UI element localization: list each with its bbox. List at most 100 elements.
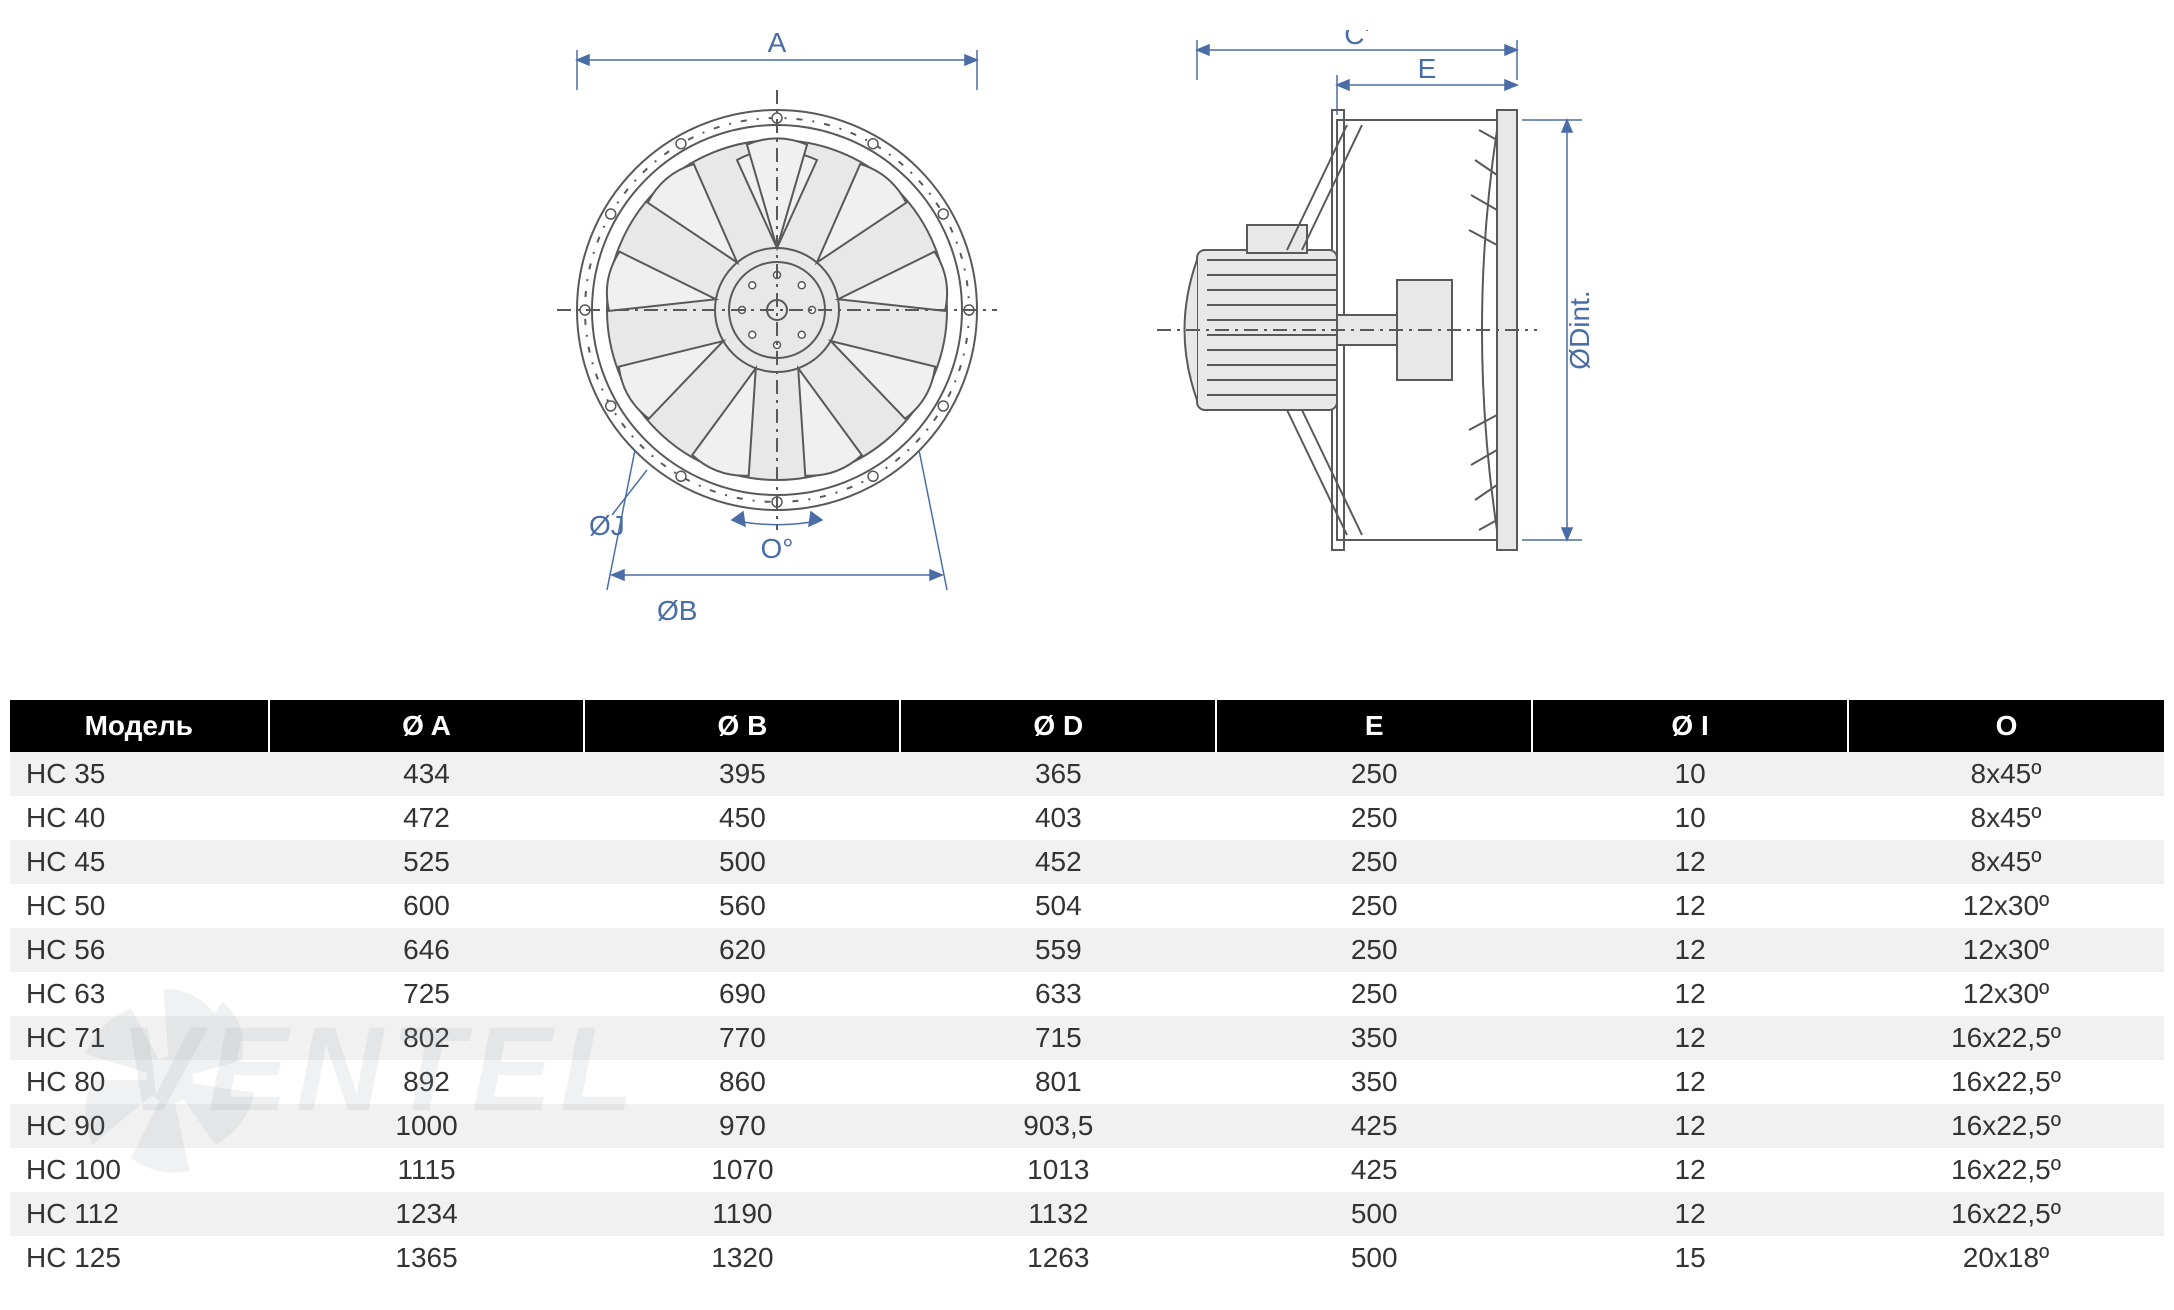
table-row: HC 1001115107010134251216x22,5º [10, 1148, 2164, 1192]
table-cell: 12 [1532, 1192, 1848, 1236]
table-header-row: Модель Ø A Ø B Ø D E Ø I O [10, 700, 2164, 752]
table-row: HC 1251365132012635001520x18º [10, 1236, 2164, 1280]
table-cell: 504 [900, 884, 1216, 928]
table-cell: 12 [1532, 884, 1848, 928]
table-row: HC 35434395365250108x45º [10, 752, 2164, 796]
table-cell: HC 112 [10, 1192, 269, 1236]
table-cell: 350 [1216, 1060, 1532, 1104]
dim-label-c: C' [1344, 30, 1370, 50]
col-header-i: Ø I [1532, 700, 1848, 752]
dim-label-a: A [768, 30, 787, 58]
table-cell: 403 [900, 796, 1216, 840]
dimensions-table: Модель Ø A Ø B Ø D E Ø I O HC 3543439536… [10, 700, 2164, 1280]
dim-label-e: E [1418, 53, 1437, 84]
table-cell: HC 63 [10, 972, 269, 1016]
table-cell: 500 [584, 840, 900, 884]
table-cell: 715 [900, 1016, 1216, 1060]
table-row: HC 901000970903,54251216x22,5º [10, 1104, 2164, 1148]
diagram-side-view: C' E [1137, 30, 1657, 550]
table-cell: 500 [1216, 1236, 1532, 1280]
table-cell: 16x22,5º [1848, 1060, 2164, 1104]
table-cell: 1263 [900, 1236, 1216, 1280]
table-cell: 1320 [584, 1236, 900, 1280]
dim-label-b: ØB [657, 595, 697, 626]
table-cell: 903,5 [900, 1104, 1216, 1148]
table-cell: 365 [900, 752, 1216, 796]
col-header-d: Ø D [900, 700, 1216, 752]
table-cell: 395 [584, 752, 900, 796]
table-cell: 12x30º [1848, 884, 2164, 928]
table-cell: 16x22,5º [1848, 1016, 2164, 1060]
dim-label-o: O° [761, 533, 794, 564]
table-row: HC 45525500452250128x45º [10, 840, 2164, 884]
table-cell: 770 [584, 1016, 900, 1060]
table-cell: 970 [584, 1104, 900, 1148]
table-row: HC 566466205592501212x30º [10, 928, 2164, 972]
table-cell: 10 [1532, 796, 1848, 840]
col-header-b: Ø B [584, 700, 900, 752]
table-cell: 250 [1216, 884, 1532, 928]
table-cell: 250 [1216, 752, 1532, 796]
table-cell: 646 [269, 928, 585, 972]
table-cell: 500 [1216, 1192, 1532, 1236]
table-cell: 15 [1532, 1236, 1848, 1280]
table-cell: HC 45 [10, 840, 269, 884]
table-cell: 1132 [900, 1192, 1216, 1236]
table-cell: 1000 [269, 1104, 585, 1148]
table-cell: 16x22,5º [1848, 1148, 2164, 1192]
table-cell: HC 56 [10, 928, 269, 972]
col-header-o: O [1848, 700, 2164, 752]
table-cell: 1115 [269, 1148, 585, 1192]
table-cell: 1234 [269, 1192, 585, 1236]
table-cell: 8x45º [1848, 752, 2164, 796]
table-cell: HC 80 [10, 1060, 269, 1104]
table-cell: 1013 [900, 1148, 1216, 1192]
table-row: HC 1121234119011325001216x22,5º [10, 1192, 2164, 1236]
table-cell: 860 [584, 1060, 900, 1104]
table-cell: 525 [269, 840, 585, 884]
table-row: HC 808928608013501216x22,5º [10, 1060, 2164, 1104]
table-cell: 802 [269, 1016, 585, 1060]
table-row: HC 506005605042501212x30º [10, 884, 2164, 928]
table-cell: HC 35 [10, 752, 269, 796]
table-cell: 425 [1216, 1104, 1532, 1148]
table-cell: 620 [584, 928, 900, 972]
dim-label-dint: ØDint. [1564, 290, 1595, 369]
diagram-front-view: A [517, 30, 1037, 650]
table-cell: 12 [1532, 840, 1848, 884]
table-row: HC 637256906332501212x30º [10, 972, 2164, 1016]
table-cell: HC 71 [10, 1016, 269, 1060]
table-cell: 8x45º [1848, 840, 2164, 884]
table-cell: 12 [1532, 1104, 1848, 1148]
table-cell: 690 [584, 972, 900, 1016]
table-cell: 12 [1532, 1148, 1848, 1192]
table-cell: 472 [269, 796, 585, 840]
table-cell: 8x45º [1848, 796, 2164, 840]
table-cell: 250 [1216, 972, 1532, 1016]
table-cell: 452 [900, 840, 1216, 884]
table-cell: HC 100 [10, 1148, 269, 1192]
dimensions-table-wrapper: Модель Ø A Ø B Ø D E Ø I O HC 3543439536… [0, 700, 2174, 1280]
table-cell: 559 [900, 928, 1216, 972]
table-cell: 450 [584, 796, 900, 840]
table-cell: 12x30º [1848, 972, 2164, 1016]
diagram-container: A [0, 0, 2174, 700]
table-cell: 425 [1216, 1148, 1532, 1192]
table-cell: 1190 [584, 1192, 900, 1236]
table-cell: 350 [1216, 1016, 1532, 1060]
table-cell: 1365 [269, 1236, 585, 1280]
table-cell: 801 [900, 1060, 1216, 1104]
table-cell: 725 [269, 972, 585, 1016]
table-cell: 560 [584, 884, 900, 928]
table-row: HC 718027707153501216x22,5º [10, 1016, 2164, 1060]
table-cell: 16x22,5º [1848, 1104, 2164, 1148]
table-cell: HC 125 [10, 1236, 269, 1280]
table-cell: 250 [1216, 840, 1532, 884]
table-cell: HC 90 [10, 1104, 269, 1148]
col-header-e: E [1216, 700, 1532, 752]
table-cell: 12 [1532, 1060, 1848, 1104]
table-cell: 250 [1216, 796, 1532, 840]
table-cell: 10 [1532, 752, 1848, 796]
table-cell: 600 [269, 884, 585, 928]
table-cell: 633 [900, 972, 1216, 1016]
